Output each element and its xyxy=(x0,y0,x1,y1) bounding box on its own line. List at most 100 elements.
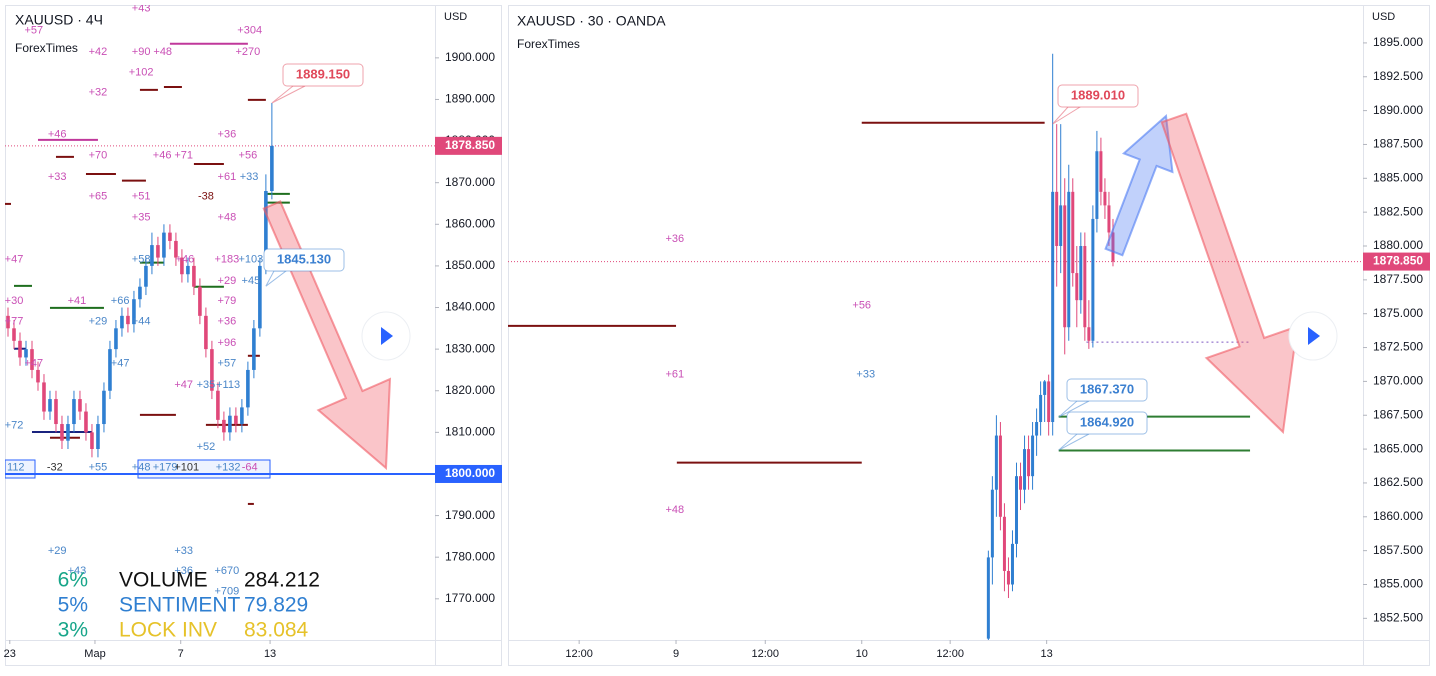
right-panel xyxy=(508,5,1430,666)
play-icon[interactable] xyxy=(381,327,393,345)
candle-body xyxy=(1087,327,1091,341)
y-tick-label: 1810.000 xyxy=(445,425,495,439)
price-label: 1845.130 xyxy=(277,251,331,266)
candle-body xyxy=(1103,191,1107,206)
candle-body xyxy=(180,257,184,275)
annotation: +113 xyxy=(216,379,240,391)
y-tick-label: 1860.000 xyxy=(445,216,495,230)
annotation: +43 xyxy=(132,3,151,15)
x-tick-label: 12:00 xyxy=(936,648,964,660)
y-tick-label: 1790.000 xyxy=(445,508,495,522)
y-tick-label: 1855.000 xyxy=(1373,577,1423,591)
y-tick-label: 1895.000 xyxy=(1373,35,1423,49)
candle-body xyxy=(48,399,52,412)
y-tick-label: 1870.000 xyxy=(1373,374,1423,388)
annotation: +45 xyxy=(242,275,261,287)
y-tick-label: 1892.500 xyxy=(1373,69,1423,83)
y-tick-label: 1840.000 xyxy=(445,300,495,314)
annotation: 112 xyxy=(7,462,25,474)
annotation: +103 xyxy=(238,254,263,266)
candle-body xyxy=(1111,232,1115,262)
candle-body xyxy=(1039,394,1043,423)
candle-body xyxy=(270,145,274,192)
price-label: 1889.010 xyxy=(1071,87,1125,102)
candle-body xyxy=(6,315,10,329)
y-tick-label: 1887.500 xyxy=(1373,137,1423,151)
stat-value: 284.212 xyxy=(244,569,320,592)
plot-area: +36 +56 +61 +33 +48 xyxy=(508,53,1363,640)
annotation: +51 xyxy=(132,191,151,203)
stat-label: SENTIMENT xyxy=(119,594,241,617)
candle-body xyxy=(162,232,166,258)
candle-body xyxy=(1083,246,1087,328)
annotation: +46 xyxy=(48,129,67,141)
price-label-box xyxy=(263,248,345,272)
y-tick-label: 1867.500 xyxy=(1373,407,1423,421)
last-price-tag: 1878.850 xyxy=(445,138,495,152)
y-tick-label: 1852.500 xyxy=(1373,611,1423,625)
candle-body xyxy=(90,432,94,450)
candle-body xyxy=(228,415,232,433)
annotation: +56 xyxy=(852,299,871,311)
price-label: 1864.920 xyxy=(1080,414,1134,429)
candle-body xyxy=(1006,570,1010,585)
candle-body xyxy=(1075,273,1079,301)
candle-body xyxy=(198,286,202,316)
annotation: -32 xyxy=(47,462,63,474)
candle-body xyxy=(168,232,172,241)
play-icon[interactable] xyxy=(1308,327,1320,345)
annotation: +30 xyxy=(5,295,24,307)
x-tick-label: 10 xyxy=(856,648,868,660)
annotation: +46 xyxy=(153,150,172,162)
annotation: +52 xyxy=(197,441,216,453)
candle-body xyxy=(1019,476,1023,490)
annotation: +183 xyxy=(215,254,240,266)
candle-body xyxy=(120,315,124,329)
candle-body xyxy=(24,349,28,358)
play-button[interactable] xyxy=(1288,311,1338,361)
candle-body xyxy=(998,435,1002,517)
candle-body xyxy=(138,286,142,300)
chart-subtitle: ForexTimes xyxy=(15,41,78,55)
annotation: +35 xyxy=(132,212,151,224)
candle-body xyxy=(986,557,990,639)
annotation: +179 xyxy=(153,462,178,474)
annotation: +56 xyxy=(239,150,258,162)
annotation: +29 xyxy=(218,275,237,287)
candle-body xyxy=(192,265,196,287)
candle-body xyxy=(1043,381,1047,395)
y-tick-label: 1870.000 xyxy=(445,175,495,189)
y-tick-label: 1882.500 xyxy=(1373,204,1423,218)
annotation: +61 xyxy=(218,171,237,183)
candle-body xyxy=(994,435,998,490)
y-tick-label: 1865.000 xyxy=(1373,441,1423,455)
annotation: -64 xyxy=(242,462,258,474)
stat-label: VOLUME xyxy=(119,569,208,592)
candle-body xyxy=(1059,205,1063,247)
candle-body xyxy=(156,245,160,258)
y-tick-label: 1890.000 xyxy=(1373,103,1423,117)
arrow xyxy=(1160,112,1299,435)
play-button[interactable] xyxy=(361,311,411,361)
annotation: +47 xyxy=(174,379,193,391)
annotation: +36 xyxy=(665,233,684,245)
annotation: +709 xyxy=(215,586,240,598)
annotation: +670 xyxy=(215,565,240,577)
price-label: 1889.150 xyxy=(296,66,350,81)
x-tick-label: 9 xyxy=(673,648,679,660)
candle-body xyxy=(222,419,226,433)
annotation: +48 xyxy=(132,462,151,474)
annotation: +41 xyxy=(68,295,87,307)
y-tick-label: 1880.000 xyxy=(1373,238,1423,252)
candle-body xyxy=(1063,205,1067,328)
annotation: +36 xyxy=(174,565,193,577)
candle-body xyxy=(1107,205,1111,233)
annotation: +72 xyxy=(5,420,24,432)
annotation: +33 xyxy=(240,171,259,183)
annotation: +43 xyxy=(68,565,87,577)
price-label-box xyxy=(282,63,364,87)
candle-body xyxy=(990,489,994,558)
candle-body xyxy=(102,390,106,425)
last-price-tag: 1878.850 xyxy=(1373,254,1423,268)
candle-body xyxy=(54,399,58,425)
